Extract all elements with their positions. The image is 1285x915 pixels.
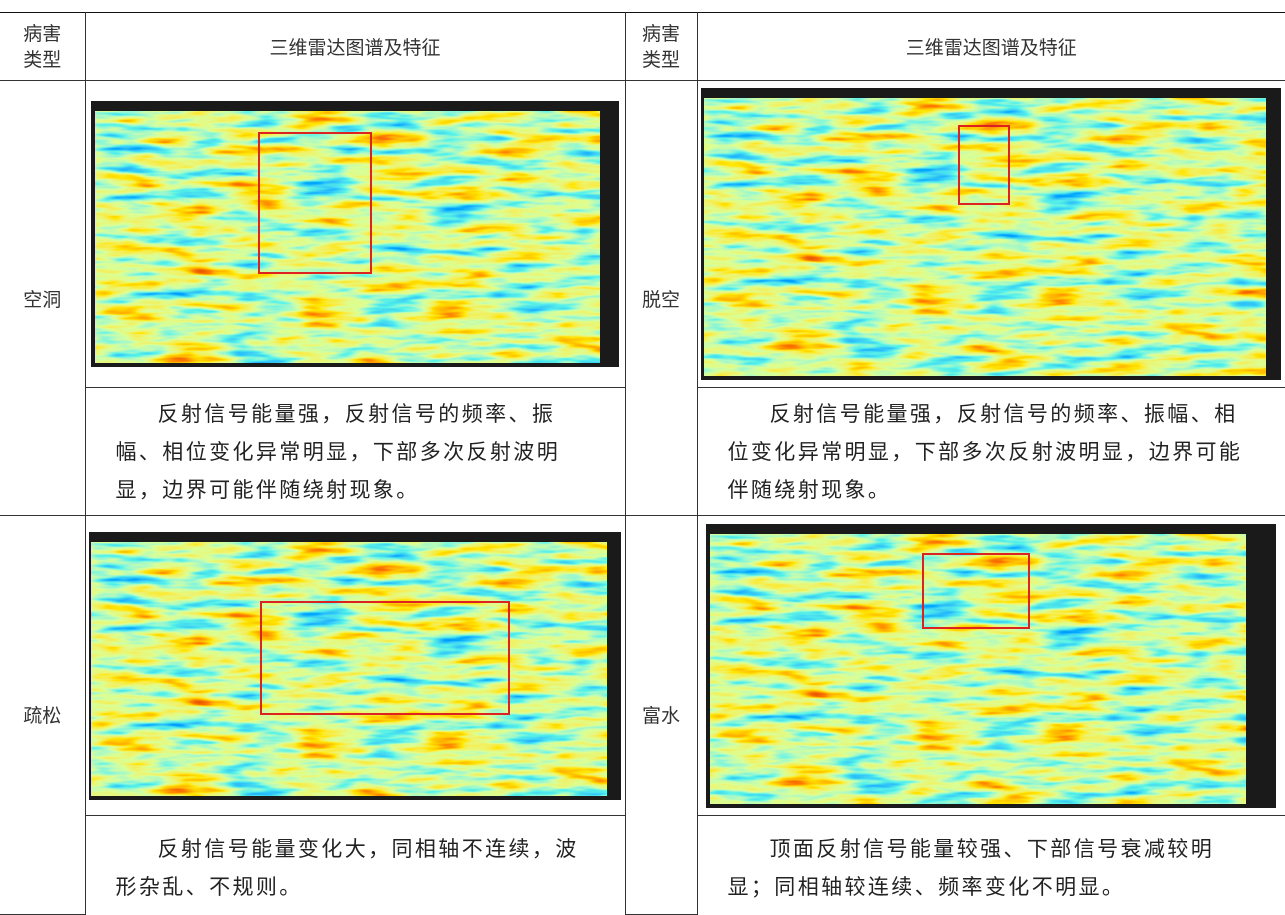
image-cell	[85, 516, 625, 816]
header-cell: 病害类型	[0, 13, 85, 81]
description-cell: 反射信号能量强，反射信号的频率、振幅、相位变化异常明显，下部多次反射波明显，边界…	[697, 388, 1285, 516]
type-cell: 富水	[625, 516, 697, 915]
description-cell: 反射信号能量变化大，同相轴不连续，波形杂乱、不规则。	[85, 816, 625, 915]
description: 反射信号能量变化大，同相轴不连续，波形杂乱、不规则。	[116, 830, 595, 906]
image-cell	[85, 81, 625, 388]
type-cell: 脱空	[625, 81, 697, 516]
header-text: 病害类型	[23, 21, 61, 73]
image-cell	[697, 81, 1285, 388]
radar-image	[701, 88, 1281, 380]
header-cell: 三维雷达图谱及特征	[85, 13, 625, 81]
header-row: 病害类型 三维雷达图谱及特征 病害类型 三维雷达图谱及特征	[0, 13, 1285, 81]
header-text: 三维雷达图谱及特征	[906, 37, 1077, 59]
header-cell: 三维雷达图谱及特征	[697, 13, 1285, 81]
description: 反射信号能量强，反射信号的频率、振幅、相位变化异常明显，下部多次反射波明显，边界…	[116, 395, 595, 509]
description: 反射信号能量强，反射信号的频率、振幅、相位变化异常明显，下部多次反射波明显，边界…	[728, 395, 1256, 509]
radar-image	[89, 532, 621, 800]
type-cell: 疏松	[0, 516, 85, 915]
image-cell	[697, 516, 1285, 816]
description-cell: 反射信号能量强，反射信号的频率、振幅、相位变化异常明显，下部多次反射波明显，边界…	[85, 388, 625, 516]
type-cell: 空洞	[0, 81, 85, 516]
header-text: 病害类型	[642, 21, 680, 73]
radar-image	[91, 101, 619, 367]
header-cell: 病害类型	[625, 13, 697, 81]
description: 顶面反射信号能量较强、下部信号衰减较明显；同相轴较连续、频率变化不明显。	[728, 830, 1256, 906]
disease-table: 病害类型 三维雷达图谱及特征 病害类型 三维雷达图谱及特征 空洞 脱空	[0, 12, 1285, 915]
description-cell: 顶面反射信号能量较强、下部信号衰减较明显；同相轴较连续、频率变化不明显。	[697, 816, 1285, 915]
page: {"table": { "header": ["病害类型", "三维雷达图谱及特…	[0, 0, 1285, 914]
radar-image	[706, 524, 1276, 808]
header-text: 三维雷达图谱及特征	[269, 37, 440, 59]
